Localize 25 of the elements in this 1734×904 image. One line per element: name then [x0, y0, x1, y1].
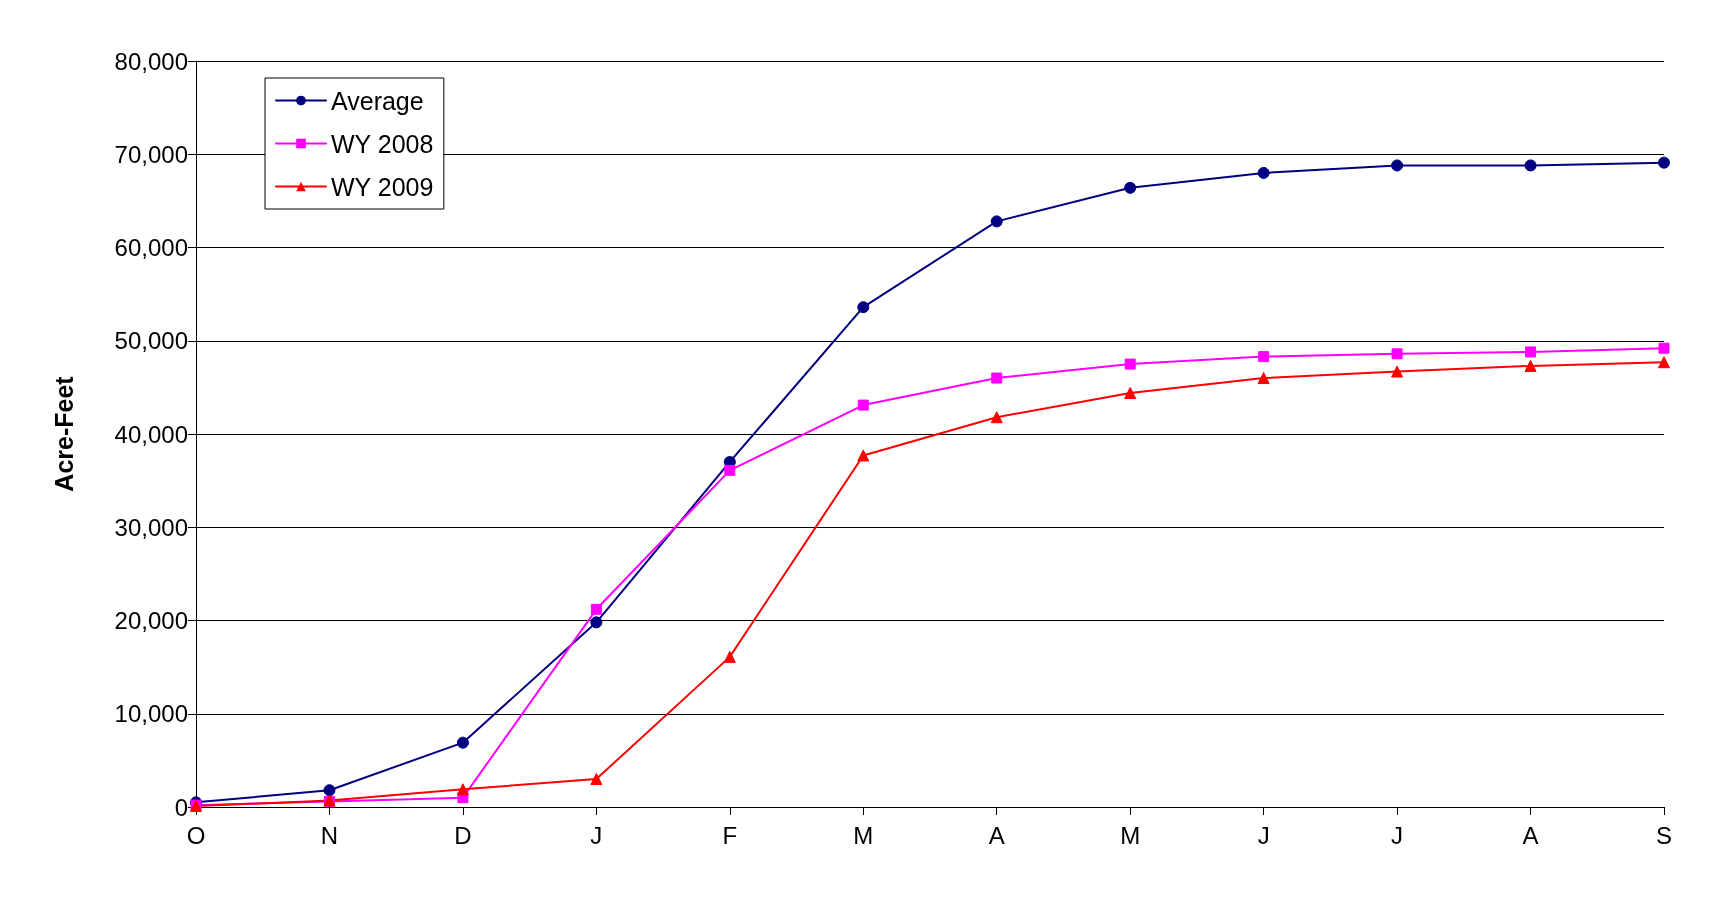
legend-label: WY 2008 — [331, 129, 434, 158]
legend-label: Average — [331, 86, 424, 115]
y-tick-label: 30,000 — [114, 513, 188, 541]
x-tick-label: N — [320, 821, 339, 849]
y-tick-label: 0 — [174, 793, 188, 821]
x-tick-label: J — [1391, 821, 1404, 849]
y-tick-label: 40,000 — [114, 420, 188, 448]
x-tick-label: O — [186, 821, 206, 849]
y-tick-label: 60,000 — [114, 234, 188, 261]
y-tick-label: 10,000 — [114, 700, 188, 728]
y-tick-label: 20,000 — [114, 607, 188, 634]
y-tick-label: 50,000 — [114, 327, 188, 355]
x-tick-label: A — [1522, 821, 1539, 849]
x-tick-label: A — [988, 821, 1005, 849]
x-tick-label: M — [853, 821, 874, 849]
x-tick-label: J — [590, 821, 603, 849]
y-axis-title: Acre-Feet — [49, 375, 78, 492]
x-tick-label: D — [454, 821, 472, 849]
y-tick-label: 70,000 — [114, 140, 188, 168]
x-tick-label: F — [722, 821, 738, 849]
x-tick-label: S — [1655, 821, 1673, 849]
x-tick-label: J — [1257, 821, 1270, 849]
y-tick-label: 80,000 — [114, 47, 188, 75]
x-tick-label: M — [1120, 821, 1141, 849]
legend-label: WY 2009 — [331, 172, 434, 201]
